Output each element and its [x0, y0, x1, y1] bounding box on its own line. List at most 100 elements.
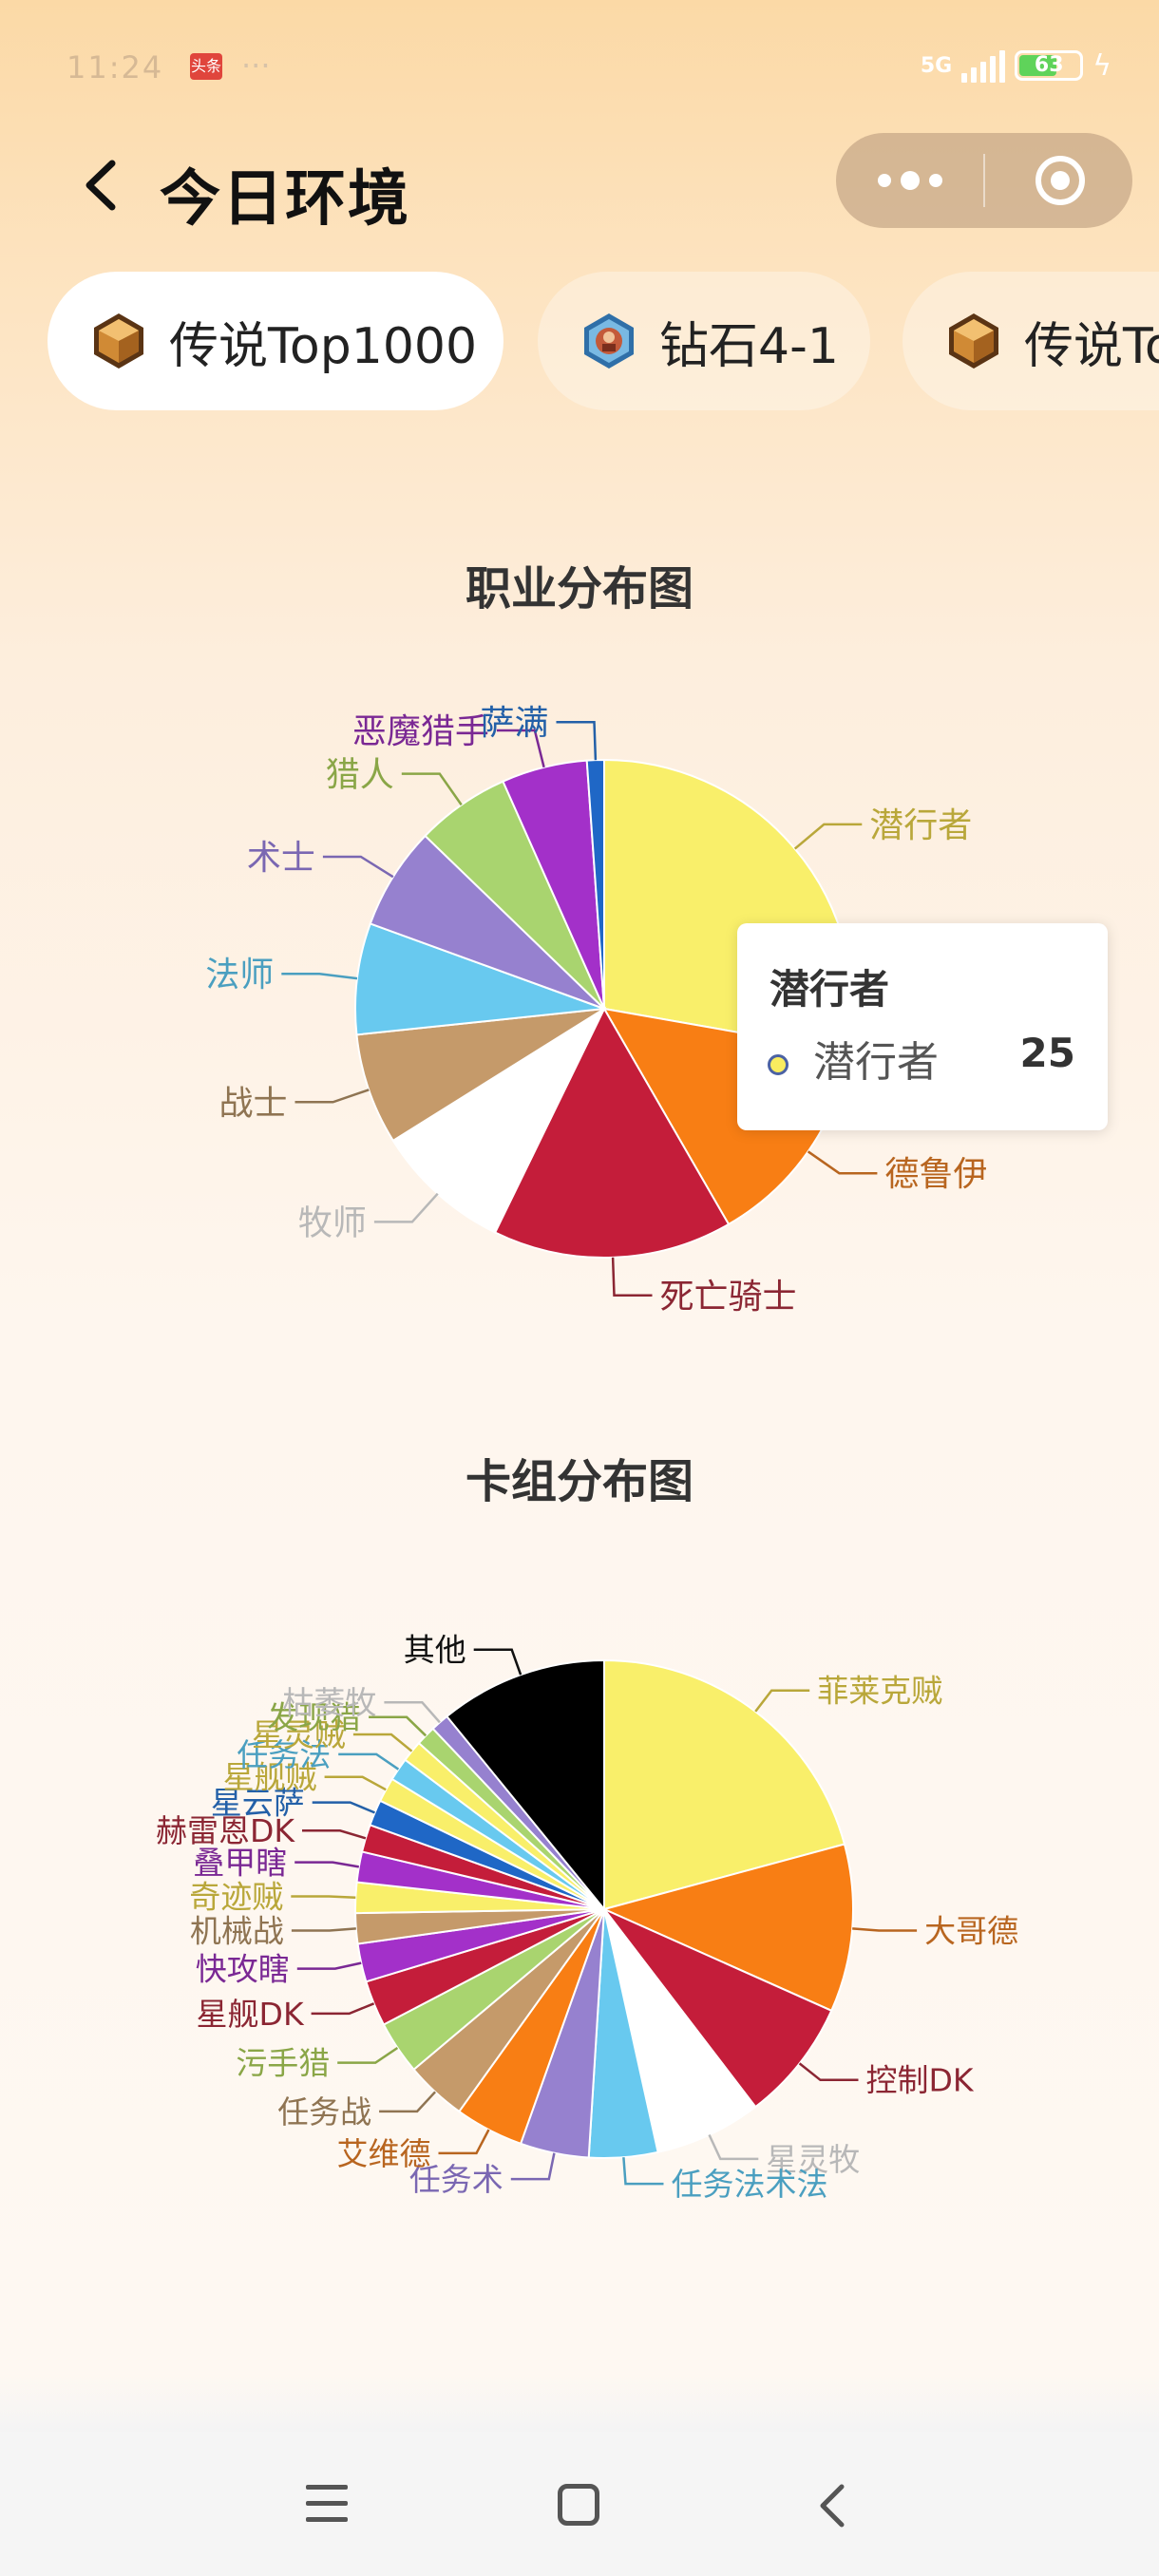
page-title: 今日环境: [160, 164, 410, 235]
status-time: 11:24: [66, 49, 164, 85]
battery-level: [1019, 55, 1057, 76]
slice-label: 萨满: [480, 704, 548, 743]
label-leader-line: [708, 2133, 759, 2161]
slice-label: 发现猎: [267, 1699, 361, 1736]
status-bar: 11:24 头条 ··· 5G 63 ϟ: [0, 0, 1159, 133]
label-leader-line: [311, 2002, 375, 2016]
mini-program-capsule: [836, 133, 1132, 228]
label-leader-line: [556, 720, 598, 761]
diamond-rank-icon: [584, 313, 634, 369]
class-chart-title: 职业分布图: [465, 562, 694, 616]
pie-slice[interactable]: [391, 1006, 607, 1234]
pie-slice[interactable]: [603, 1658, 846, 1911]
tab-label: 传说Top: [1024, 317, 1159, 375]
label-leader-line: [473, 1648, 522, 1676]
label-leader-line: [438, 2129, 490, 2155]
label-leader-line: [807, 1150, 878, 1175]
back-nav-icon[interactable]: [809, 2479, 857, 2532]
pie-slice[interactable]: [369, 834, 605, 1010]
capsule-divider: [983, 154, 985, 207]
network-type: 5G: [920, 53, 953, 78]
label-leader-line: [611, 1257, 653, 1297]
system-navigation-bar: [0, 2432, 1159, 2576]
label-leader-line: [294, 1089, 370, 1104]
slice-label: 快攻瞎: [196, 1951, 290, 1988]
label-leader-line: [384, 1701, 441, 1724]
pie-slice[interactable]: [354, 922, 605, 1036]
slice-label: 奇迹贼: [189, 1878, 283, 1915]
signal-icon: [961, 48, 1006, 83]
tab-diamond-4-1[interactable]: 钻石4-1: [538, 272, 870, 410]
tab-label: 传说Top1000: [169, 317, 478, 375]
battery-icon: 63: [1015, 50, 1084, 81]
close-mini-program-icon[interactable]: [1036, 156, 1085, 205]
slice-label: 星舰DK: [197, 1996, 305, 2033]
tab-legend-top1000[interactable]: 传说Top1000: [48, 272, 504, 410]
label-leader-line: [510, 2152, 556, 2181]
slice-label: 战士: [218, 1084, 287, 1123]
back-icon[interactable]: [74, 152, 131, 218]
label-leader-line: [294, 1861, 360, 1868]
slice-label: 星灵贼: [252, 1716, 346, 1753]
slice-label: 赫雷恩DK: [156, 1812, 295, 1849]
label-leader-line: [373, 1192, 439, 1223]
slice-label: 猎人: [326, 756, 394, 795]
slice-label: 星云萨: [211, 1784, 305, 1821]
label-leader-line: [852, 1927, 918, 1932]
label-leader-line: [337, 2046, 399, 2064]
label-leader-line: [324, 1775, 387, 1791]
home-icon[interactable]: [558, 2484, 599, 2526]
charging-icon: ϟ: [1092, 48, 1112, 83]
slice-label: 污手猎: [236, 2045, 330, 2082]
label-leader-line: [793, 823, 863, 850]
label-leader-line: [302, 1829, 367, 1840]
status-indicators: 5G 63 ϟ: [921, 42, 1112, 89]
slice-label: 菲莱克贼: [817, 1673, 942, 1710]
slice-label: 任务法: [237, 1736, 331, 1773]
slice-label: 恶魔猎手: [352, 712, 489, 751]
pie-slice[interactable]: [493, 1006, 731, 1259]
slice-label: 枯萎牧: [282, 1684, 376, 1721]
more-notifications-icon: ···: [241, 47, 271, 84]
label-leader-line: [312, 1801, 375, 1814]
slice-label: 艾维德: [337, 2135, 431, 2172]
label-leader-line: [496, 729, 545, 768]
slice-label: 法师: [205, 956, 274, 994]
slice-label: 星灵牧: [766, 2141, 860, 2178]
label-leader-line: [322, 855, 394, 879]
slice-label: 任务法术法: [672, 2166, 828, 2203]
label-leader-line: [291, 1927, 356, 1932]
news-app-icon: 头条: [190, 53, 222, 80]
battery-percent: 63: [1034, 53, 1064, 77]
slice-label: 死亡骑士: [660, 1278, 797, 1316]
slice-label: 术士: [247, 839, 315, 878]
deck-chart-title: 卡组分布图: [465, 1455, 694, 1508]
menu-icon[interactable]: [306, 2485, 348, 2523]
label-leader-line: [379, 2091, 437, 2113]
label-leader-line: [622, 2157, 664, 2186]
slice-label: 其他: [404, 1632, 466, 1669]
slice-label: 机械战: [190, 1912, 284, 1949]
label-leader-line: [281, 972, 358, 980]
tooltip-title: 潜行者: [770, 966, 890, 1013]
label-leader-line: [754, 1689, 810, 1713]
tooltip-value: 25: [1019, 1030, 1075, 1076]
label-leader-line: [296, 1961, 362, 1970]
slice-label: 星舰贼: [223, 1759, 317, 1796]
pie-slice[interactable]: [603, 1908, 757, 2154]
slice-label: 任务战: [277, 2093, 371, 2131]
slice-label: 任务术: [409, 2161, 504, 2198]
header: 今日环境: [0, 133, 1159, 237]
chart-tooltip: 潜行者 潜行者 25: [737, 923, 1108, 1130]
slice-label: 牧师: [298, 1203, 367, 1242]
label-leader-line: [338, 1752, 400, 1771]
label-leader-line: [369, 1715, 428, 1737]
more-icon[interactable]: [836, 133, 983, 228]
pie-slice[interactable]: [355, 1008, 605, 1143]
tab-label: 钻石4-1: [659, 317, 839, 375]
tab-legend-top[interactable]: 传说Top: [902, 272, 1159, 410]
slice-label: 潜行者: [869, 806, 972, 845]
label-leader-line: [401, 772, 463, 806]
